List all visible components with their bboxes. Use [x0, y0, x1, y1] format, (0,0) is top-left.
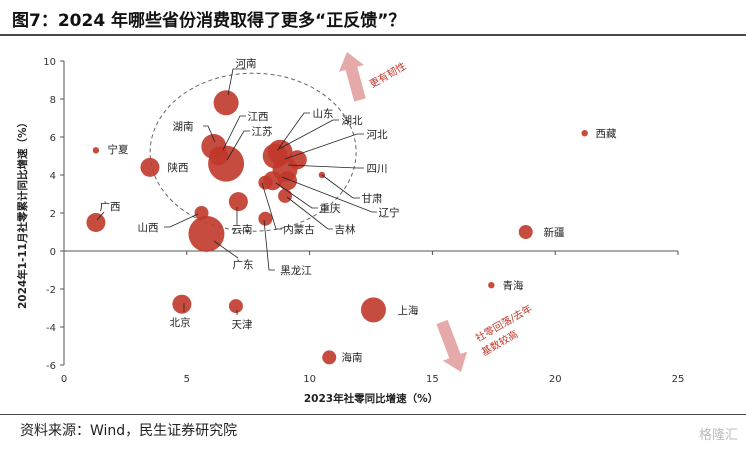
point-label-湖北: 湖北	[342, 115, 363, 127]
x-tick-label: 25	[672, 374, 685, 385]
data-point-海南	[322, 350, 337, 365]
point-label-云南: 云南	[232, 223, 253, 236]
point-label-广东: 广东	[233, 258, 254, 271]
data-point-云南	[228, 192, 248, 212]
upward-arrow-shape	[338, 52, 366, 102]
y-tick-label: 6	[50, 133, 56, 144]
point-label-黑龙江: 黑龙江	[280, 264, 312, 277]
leader-line-江西	[222, 115, 246, 151]
point-label-四川: 四川	[367, 163, 388, 175]
point-label-宁夏: 宁夏	[108, 143, 129, 156]
footer-divider	[0, 414, 746, 415]
leader-line-重庆	[275, 182, 318, 209]
source-note: 资料来源：Wind，民生证券研究院	[20, 423, 238, 439]
data-point-广西	[86, 213, 106, 232]
title-divider	[0, 34, 746, 36]
leader-line-湖北	[276, 119, 339, 151]
point-label-河北: 河北	[367, 129, 388, 141]
data-point-西藏	[581, 130, 588, 137]
x-tick-label: 0	[61, 374, 67, 385]
data-point-宁夏	[92, 147, 100, 154]
point-label-山东: 山东	[313, 107, 334, 120]
bubble-layer	[86, 90, 588, 365]
leader-line-甘肃	[321, 174, 360, 199]
data-point-河南	[213, 90, 239, 116]
leader-line-黑龙江	[263, 219, 275, 271]
point-label-山西: 山西	[138, 222, 159, 234]
x-tick-label: 10	[303, 374, 316, 385]
data-point-甘肃	[318, 171, 326, 179]
y-axis-title: 2024年1-11月社零累计同比增速（%）	[16, 117, 29, 309]
x-axis-title: 2023年社零同比增速（%）	[304, 392, 438, 405]
point-label-吉林: 吉林	[335, 223, 356, 236]
point-label-上海: 上海	[398, 304, 419, 317]
downward-arrow-shape	[436, 319, 468, 372]
point-label-湖南: 湖南	[173, 120, 194, 133]
x-tick-label: 15	[426, 374, 439, 385]
leader-line-湖南	[203, 125, 216, 143]
y-tick-label: 10	[43, 57, 56, 68]
leader-line-山东	[278, 112, 310, 149]
y-tick-label: 8	[50, 95, 56, 106]
data-point-北京	[172, 294, 192, 314]
leader-line-河南	[227, 68, 246, 96]
point-label-北京: 北京	[170, 316, 191, 329]
bubble-chart: -6 -4 -2 0 2 4 6 8 10 0 5 10 15 20 25 2023年社零同比增速（%） 202…	[16, 52, 684, 405]
y-tick-label: -6	[46, 361, 56, 372]
chart-title: 图7：2024 年哪些省份消费取得了更多“正反馈”？	[12, 11, 406, 31]
point-label-江苏: 江苏	[252, 125, 273, 138]
leader-line-广西	[96, 211, 105, 221]
leader-line-河北	[284, 133, 364, 160]
data-point-江苏	[208, 145, 245, 182]
data-point-天津	[228, 299, 243, 314]
data-point-黑龙江	[258, 211, 273, 226]
leader-line-吉林	[286, 196, 333, 230]
watermark-text: 格隆汇	[698, 428, 738, 443]
y-tick-label: -2	[46, 285, 56, 296]
leader-line-辽宁	[281, 176, 377, 213]
point-label-河南: 河南	[236, 57, 257, 70]
y-tick-label: 0	[50, 247, 56, 258]
leader-line-江苏	[226, 130, 250, 161]
y-tick-label: 2	[50, 209, 56, 220]
annotation-upper: 更有韧性	[367, 59, 408, 90]
point-label-内蒙古: 内蒙古	[283, 223, 315, 236]
y-tick-label: 4	[50, 171, 56, 182]
leader-line-四川	[287, 164, 364, 169]
point-label-陕西: 陕西	[168, 161, 189, 174]
leader-line-内蒙古	[261, 182, 282, 230]
point-label-西藏: 西藏	[596, 128, 617, 140]
point-label-海南: 海南	[342, 351, 363, 364]
x-tick-label: 20	[549, 374, 562, 385]
data-point-吉林	[278, 188, 293, 203]
data-point-辽宁	[277, 171, 297, 191]
data-point-上海	[360, 297, 386, 323]
point-label-青海: 青海	[503, 279, 524, 292]
data-point-青海	[488, 282, 495, 289]
y-tick-label: -4	[46, 323, 56, 334]
point-label-天津: 天津	[232, 319, 253, 331]
leader-line-广东	[213, 240, 239, 259]
point-label-广西: 广西	[100, 201, 121, 213]
cluster-ellipse	[149, 72, 357, 232]
data-point-广东	[188, 215, 225, 252]
point-label-辽宁: 辽宁	[379, 206, 400, 219]
data-point-山西	[194, 206, 209, 220]
point-label-甘肃: 甘肃	[362, 192, 383, 205]
data-point-内蒙古	[258, 175, 273, 190]
point-label-重庆: 重庆	[320, 202, 341, 215]
data-point-陕西	[140, 157, 160, 177]
x-tick-label: 5	[184, 374, 190, 385]
point-label-新疆: 新疆	[544, 226, 565, 239]
point-label-江西: 江西	[248, 111, 269, 123]
axes: -6 -4 -2 0 2 4 6 8 10 0 5 10 15 20 25 2023年社零同比增速（%） 202…	[16, 57, 684, 405]
data-point-新疆	[518, 225, 533, 239]
leader-line-山西	[164, 213, 199, 228]
